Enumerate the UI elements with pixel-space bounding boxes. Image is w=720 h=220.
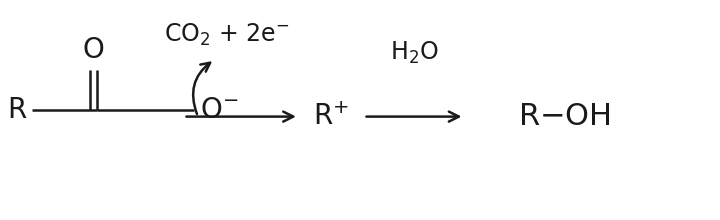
Text: CO$_2$ + 2e$^{-}$: CO$_2$ + 2e$^{-}$ [164,22,289,48]
Text: O: O [83,36,104,64]
Text: R: R [7,96,27,124]
Text: R$-$OH: R$-$OH [518,102,611,131]
Text: R$^{+}$: R$^{+}$ [313,103,349,131]
Text: H$_2$O: H$_2$O [390,40,438,66]
Text: O$^{-}$: O$^{-}$ [200,96,238,124]
